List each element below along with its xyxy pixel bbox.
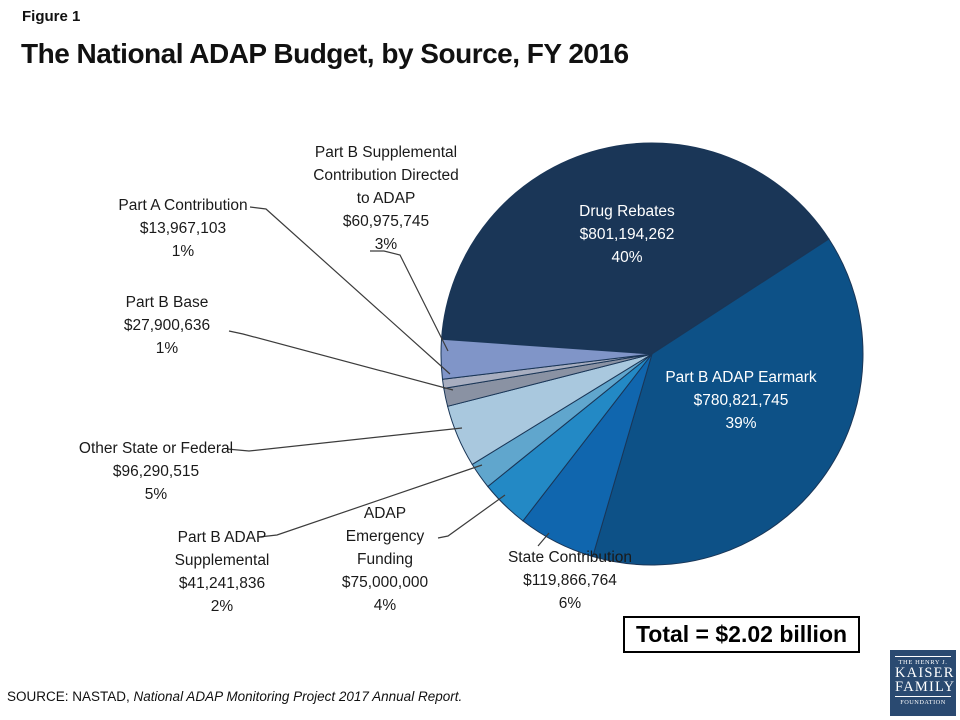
kff-logo-line1: THE HENRY J. (895, 656, 951, 666)
leader-line (437, 494, 506, 539)
total-box: Total = $2.02 billion (623, 616, 860, 653)
slice-amount: $41,241,836 (178, 575, 266, 592)
slice-name: ADAP (363, 505, 407, 522)
label-part-b-adap-earmark: Part B ADAP Earmark $780,821,745 39% (631, 366, 851, 435)
slice-percent: 40% (611, 249, 643, 266)
slice-amount: $60,975,745 (342, 213, 430, 230)
page-title: The National ADAP Budget, by Source, FY … (21, 38, 629, 69)
leader-line (228, 330, 454, 391)
source-note: SOURCE: NASTAD, National ADAP Monitoring… (7, 689, 462, 704)
slice-name: Other State or Federal (78, 440, 234, 457)
slice-amount: $75,000,000 (341, 574, 429, 591)
label-part-b-adap-supplemental: Part B ADAP Supplemental $41,241,836 2% (142, 526, 302, 618)
slice-name: to ADAP (356, 190, 416, 207)
kff-logo: THE HENRY J. KAISER FAMILY FOUNDATION (890, 650, 956, 716)
slice-percent: 2% (210, 598, 234, 615)
label-drug-rebates: Drug Rebates $801,194,262 40% (527, 200, 727, 269)
slice-percent: 5% (144, 486, 168, 503)
kff-logo-line3: FAMILY (895, 679, 956, 695)
slice-amount: $96,290,515 (112, 463, 200, 480)
slice-percent: 1% (155, 340, 179, 357)
slice-name: Supplemental (174, 552, 270, 569)
slice-percent: 4% (373, 597, 397, 614)
label-part-a-contribution: Part A Contribution $13,967,103 1% (83, 194, 283, 263)
slice-percent: 39% (725, 415, 757, 432)
leader-line (249, 206, 451, 375)
slice-name: Funding (356, 551, 413, 568)
slice-name: Part A Contribution (118, 197, 248, 214)
slice-percent: 1% (171, 243, 195, 260)
slice-name: Part B Base (125, 294, 209, 311)
slice-name: State Contribution (507, 549, 633, 566)
kff-logo-line2: KAISER (895, 665, 955, 681)
slice-percent: 3% (374, 236, 398, 253)
slice-amount: $13,967,103 (139, 220, 227, 237)
total-text: Total = $2.02 billion (635, 621, 848, 647)
kff-logo-line4: FOUNDATION (895, 696, 951, 706)
pie-slice-part-b-adap-earmark (592, 238, 864, 566)
slice-percent: 6% (558, 595, 582, 612)
figure-number: Figure 1 (22, 8, 81, 25)
leader-line (226, 427, 463, 452)
slice-name: Part B ADAP Earmark (665, 369, 817, 386)
label-other-state-or-federal: Other State or Federal $96,290,515 5% (46, 437, 266, 506)
leader-line (258, 464, 483, 538)
slice-amount: $27,900,636 (123, 317, 211, 334)
label-part-b-base: Part B Base $27,900,636 1% (87, 291, 247, 360)
slice-amount: $780,821,745 (693, 392, 789, 409)
label-part-b-supplemental-directed: Part B Supplemental Contribution Directe… (286, 141, 486, 256)
label-state-contribution: State Contribution $119,866,764 6% (480, 546, 660, 615)
slice-name: Part B ADAP (177, 529, 267, 546)
leader-line (370, 250, 449, 352)
slice-name: Part B Supplemental (314, 144, 458, 161)
slice-name: Drug Rebates (579, 203, 675, 220)
slice-amount: $801,194,262 (579, 226, 675, 243)
source-citation: National ADAP Monitoring Project 2017 An… (133, 689, 463, 704)
leader-line (537, 532, 550, 547)
slice-name: Contribution Directed (313, 167, 459, 184)
source-prefix: SOURCE: NASTAD, (7, 689, 130, 704)
label-adap-emergency-funding: ADAP Emergency Funding $75,000,000 4% (315, 502, 455, 617)
slice-amount: $119,866,764 (523, 572, 617, 589)
slice-name: Emergency (345, 528, 425, 545)
pie-slice-drug-rebates (440, 142, 830, 355)
